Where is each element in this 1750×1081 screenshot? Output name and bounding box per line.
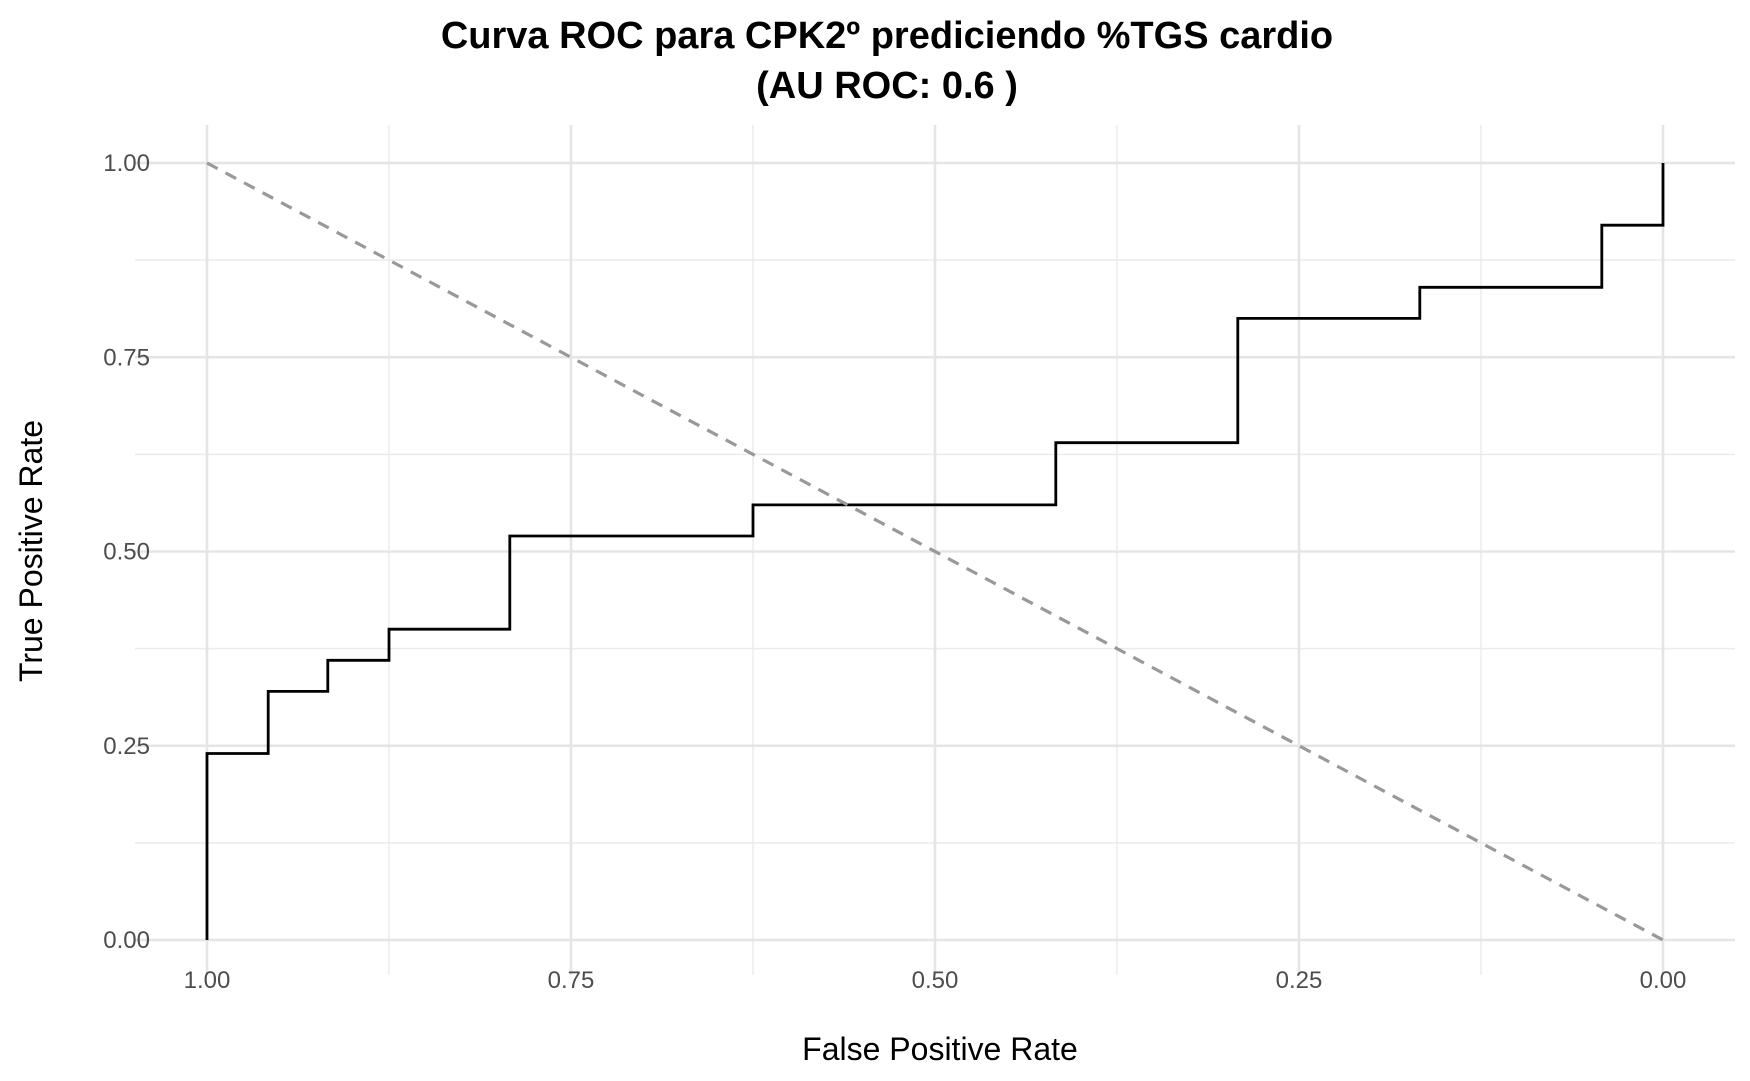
x-tick-label: 1.00	[184, 967, 231, 994]
x-tick-label: 0.00	[1640, 967, 1687, 994]
y-tick-label: 0.00	[103, 927, 150, 954]
tick-labels: 1.00 0.75 0.50 0.25 0.00 0.00 0.25 0.50 0.75 1.00	[103, 150, 1686, 994]
reference-diagonal-line	[206, 161, 1664, 942]
roc-curve-line	[205, 163, 1665, 940]
y-axis-title: True Positive Rate	[13, 420, 49, 682]
y-tick-label: 0.75	[103, 344, 150, 371]
y-tick-label: 0.50	[103, 539, 150, 566]
series-layer	[205, 161, 1665, 942]
x-tick-label: 0.75	[548, 967, 595, 994]
chart-title-line-1: Curva ROC para CPK2º prediciendo %TGS ca…	[441, 15, 1333, 57]
x-axis-title: False Positive Rate	[802, 1031, 1078, 1067]
y-tick-label: 1.00	[103, 150, 150, 177]
y-tick-label: 0.25	[103, 733, 150, 760]
chart-title-line-2: (AU ROC: 0.6 )	[756, 65, 1018, 107]
x-tick-label: 0.50	[912, 967, 959, 994]
x-tick-label: 0.25	[1276, 967, 1323, 994]
